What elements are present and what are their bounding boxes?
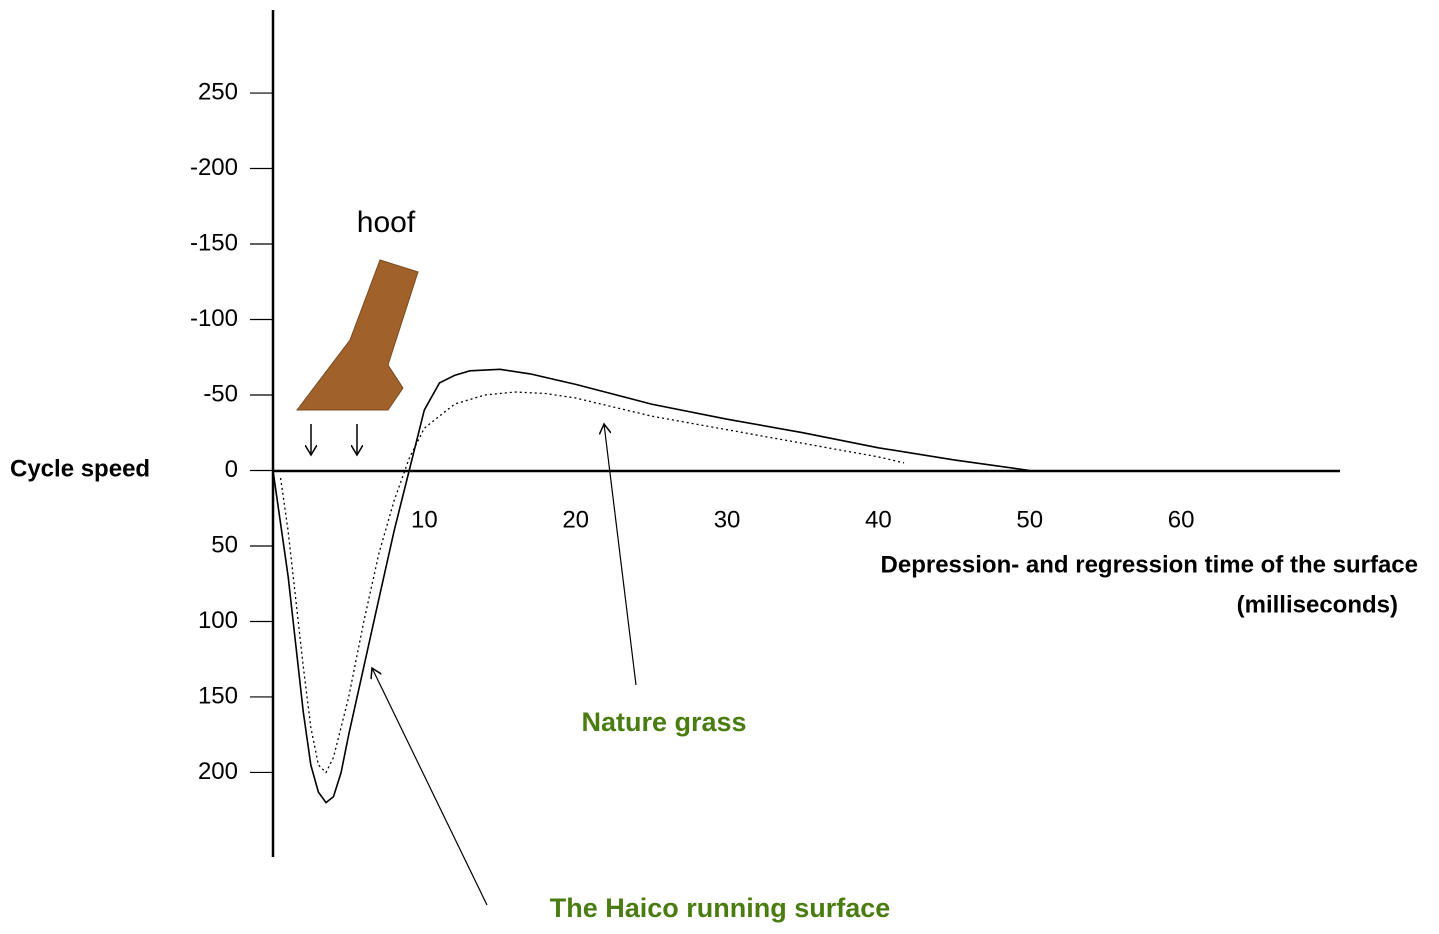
y-axis-label: Cycle speed — [10, 455, 150, 482]
series-line — [273, 369, 1030, 802]
x-tick-label: 50 — [1016, 506, 1043, 533]
x-tick-label: 40 — [865, 506, 892, 533]
y-tick-label: -50 — [203, 380, 238, 407]
y-tick-label: 0 — [225, 456, 238, 483]
y-tick-label: -150 — [190, 229, 238, 256]
y-tick-label: -100 — [190, 305, 238, 332]
annotation: hoof — [357, 206, 416, 239]
y-tick-label: 200 — [198, 758, 238, 785]
x-tick-label: 30 — [714, 506, 741, 533]
x-tick-label: 10 — [411, 506, 438, 533]
y-tick-label: -200 — [190, 154, 238, 181]
pointer-arrow — [604, 424, 636, 685]
x-axis-label: Depression- and regression time of the s… — [881, 551, 1418, 578]
y-tick-label: 100 — [198, 607, 238, 634]
x-tick-label: 20 — [562, 506, 589, 533]
page: hoof Cycle speed Depression- and regress… — [0, 0, 1439, 934]
x-axis-label: (milliseconds) — [1237, 591, 1398, 618]
chart: hoof Cycle speed Depression- and regress… — [0, 0, 1439, 929]
hoof-shape — [297, 260, 418, 410]
series-label: The Haico running surface — [550, 893, 891, 923]
y-tick-label: 50 — [211, 531, 238, 558]
y-tick-label: 250 — [198, 78, 238, 105]
pointer-arrow — [372, 668, 487, 905]
series-label: Nature grass — [581, 707, 746, 737]
y-tick-label: 150 — [198, 682, 238, 709]
x-tick-label: 60 — [1168, 506, 1195, 533]
